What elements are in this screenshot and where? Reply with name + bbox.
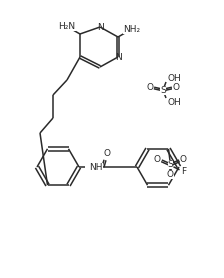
Text: H₂N: H₂N	[58, 21, 75, 31]
Text: F: F	[181, 167, 186, 176]
Text: S: S	[160, 86, 166, 95]
Text: S: S	[168, 160, 173, 169]
Text: O: O	[172, 83, 179, 91]
Text: O: O	[180, 155, 187, 164]
Text: O: O	[154, 155, 161, 164]
Text: O: O	[103, 148, 110, 158]
Text: O: O	[146, 83, 153, 91]
Text: N: N	[97, 23, 103, 31]
Text: N: N	[115, 53, 121, 61]
Text: NH: NH	[89, 163, 103, 172]
Text: OH: OH	[168, 98, 182, 106]
Text: O: O	[167, 170, 174, 179]
Text: NH₂: NH₂	[123, 24, 141, 34]
Text: OH: OH	[168, 73, 182, 83]
